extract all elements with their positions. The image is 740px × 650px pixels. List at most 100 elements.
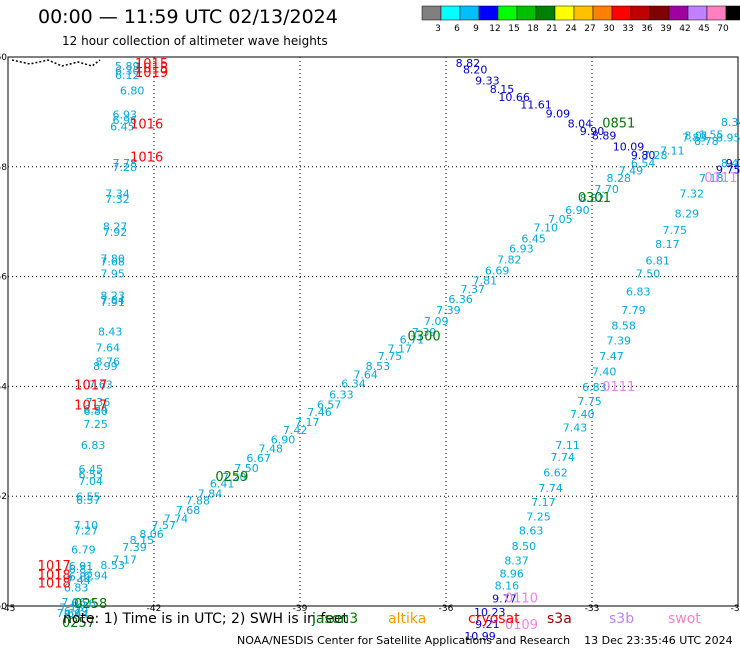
swh-point-label: 8.15 [130,534,155,547]
time-label: 0301 [578,191,611,206]
swh-point-label: 7.04 [78,475,103,488]
swh-point-label: 7.80 [100,252,125,265]
swh-point-label: 6.45 [521,233,546,246]
swh-point-label: 7.46 [307,406,332,419]
swh-point-label: 7.70 [594,183,619,196]
time-label: 0111 [704,171,737,186]
swh-point-label: 7.64 [353,369,378,382]
swh-point-label: 8.29 [675,207,700,220]
swh-point-label: 7.91 [100,296,125,309]
swh-point-label: 8.82 [580,192,605,205]
swh-point-label: 10.23 [474,606,506,619]
swh-point-label: 7.39 [122,541,147,554]
swh-point-label: 7.47 [599,350,624,363]
swh-point-label: 6.62 [543,466,568,479]
time-label: 1015 [135,57,168,72]
swh-point-label: 7.95 [100,268,125,281]
x-tick-label: -33 [585,604,600,614]
swh-point-label: 6.57 [76,494,101,507]
swh-point-label: 6.93 [113,108,138,121]
time-label: 0109 [505,618,538,633]
footer-credit: NOAA/NESDIS Center for Satellite Applica… [237,634,733,647]
swh-point-label: 6.79 [64,605,89,618]
swh-point-label: 7.20 [222,471,247,484]
swh-point-label: 7.39 [436,304,461,317]
legend-item-altika: altika [388,611,427,627]
y-tick-label: 58 [0,163,7,173]
swh-point-label: 8.28 [607,172,632,185]
swh-point-label: 6.45 [110,121,135,134]
swh-point-label: 9.33 [475,74,500,87]
swh-point-label: 6.83 [582,381,607,394]
swh-point-label: 8.96 [499,567,524,580]
swh-point-label: 8.20 [463,63,488,76]
swh-point-label: 7.63 [88,379,113,392]
swh-point-label: 7.43 [563,421,588,434]
swh-point-label: 7.82 [497,253,522,266]
colorbar-label: 12 [489,24,500,34]
swh-point-label: 7.10 [74,519,99,532]
swh-point-label: 7.18 [699,172,724,185]
swh-point-label: 7.18 [59,601,84,614]
legend-note: note: 1) Time is in UTC; 2) SWH is in fe… [63,611,349,627]
swh-point-label: 7.36 [86,396,111,409]
time-label: 1016 [130,117,163,132]
colorbar-label: 15 [508,24,519,34]
swh-point-label: 7.49 [619,164,644,177]
swh-point-label: 7.17 [531,496,556,509]
swh-point-label: 9.00 [726,157,740,170]
swh-point-label: 7.27 [74,525,99,538]
legend-item-cryosat: cryosat [468,611,520,627]
legend-item-s3a: s3a [547,611,572,627]
swh-point-label: 7.42 [283,424,308,437]
swh-point-label: 8.47 [721,157,740,170]
swh-point-label: 6.55 [76,491,101,504]
swh-point-label: 7.83 [682,132,707,145]
swh-point-label: 7.17 [295,416,320,429]
swh-point-label: 6.83 [626,285,651,298]
time-label: 0851 [602,116,635,131]
swh-point-label: 6.80 [83,405,108,418]
swh-point-label: 8.53 [100,559,125,572]
colorbar-label: 70 [717,24,729,34]
swh-point-label: 7.64 [96,341,121,354]
swh-point-label: 8.17 [655,238,680,251]
swh-point-label: 6.67 [246,452,271,465]
swh-point-label: 8.63 [519,525,544,538]
swh-point-label: 11.61 [520,99,552,112]
swh-point-label: 9.09 [546,107,571,120]
time-label: 1018 [38,569,71,584]
swh-point-label: 7.40 [570,408,595,421]
swh-point-label: 7.74 [538,482,563,495]
swh-point-label: 7.06 [61,596,86,609]
swh-point-label: 6.80 [120,84,145,97]
swh-point-label: 7.75 [662,224,687,237]
x-tick-label: -30 [731,604,740,614]
swh-point-label: 7.44 [66,574,91,587]
swh-point-label: 8.50 [512,540,537,553]
swh-point-label: 7.75 [577,395,602,408]
swh-point-label: 6.12 [115,69,140,82]
colorbar-label: 6 [454,24,460,34]
colorbar-label: 30 [603,24,615,34]
swh-point-label: 7.11 [555,439,580,452]
swh-point-label: 8.53 [366,360,391,373]
colorbar-swatch [725,5,740,21]
y-tick-label: 60 [0,53,7,63]
swh-point-label: 8.78 [694,135,719,148]
swh-point-label: 7.88 [186,494,211,507]
swh-point-label: 8.16 [495,580,520,593]
y-tick-label: 52 [0,492,7,502]
swh-point-label: 6.55 [78,469,103,482]
swh-point-label: 7.50 [636,268,661,281]
swh-point-label: 6.56 [71,597,96,610]
swh-point-label: 1.55 [699,128,724,141]
swh-point-label: 7.84 [198,487,223,500]
time-label: 1019 [135,66,168,81]
swh-point-label: 9.77 [492,593,517,606]
swh-point-label: 7.78 [113,157,138,170]
swh-point-label: 8.89 [592,129,617,142]
legend: note: 1) Time is in UTC; 2) SWH is in fe… [0,611,740,631]
colorbar-label: 45 [698,24,709,34]
